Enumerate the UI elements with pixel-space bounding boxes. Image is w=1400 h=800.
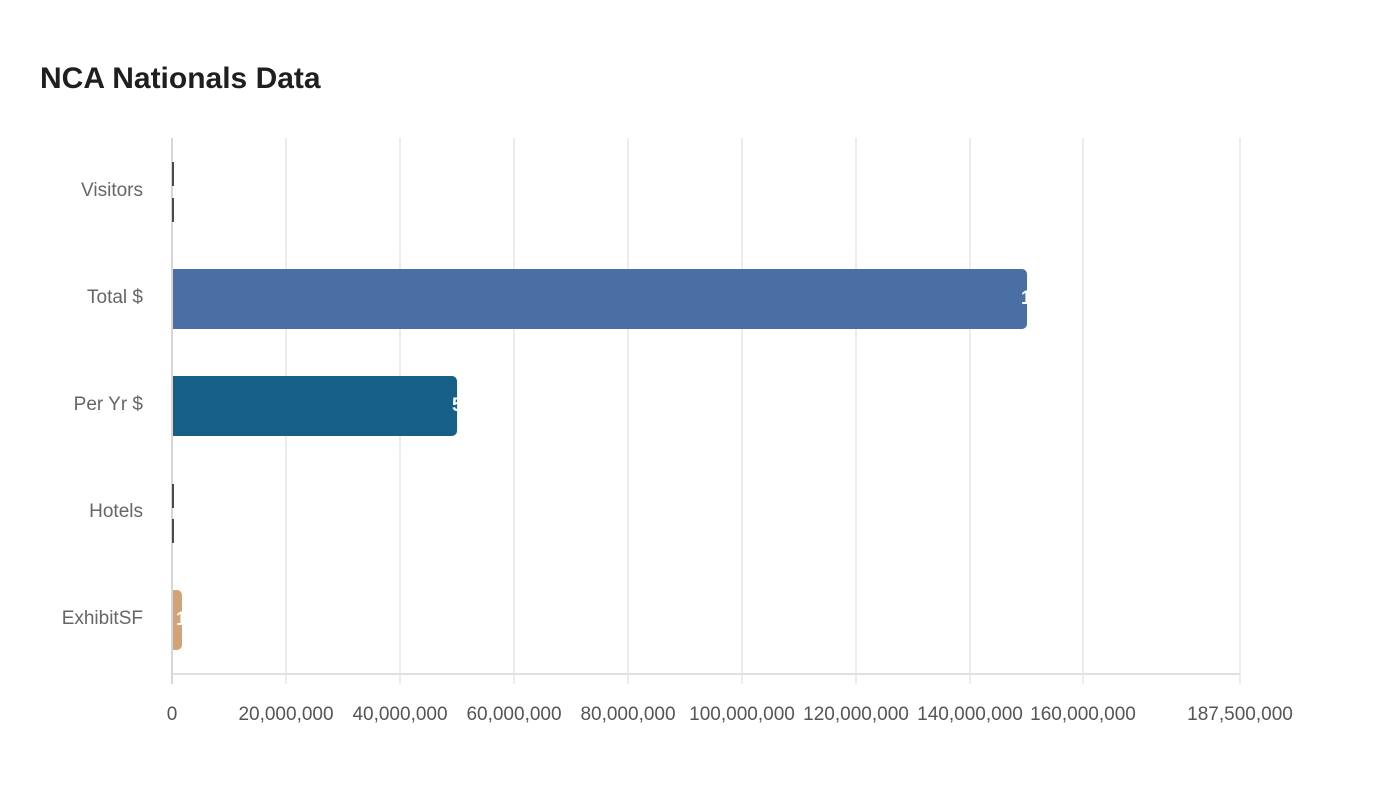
x-tick-label: 80,000,000 <box>580 704 676 725</box>
bar-value-label: 1 <box>1021 288 1027 309</box>
x-axis-line <box>172 673 1240 675</box>
category-label-exhibit-sf: ExhibitSF <box>61 608 143 629</box>
category-label-per-year: Per Yr $ <box>73 394 143 415</box>
x-tick-label: 120,000,000 <box>803 704 909 725</box>
gridline <box>1239 138 1241 684</box>
x-tick-label: 160,000,000 <box>1030 704 1136 725</box>
plot-area: 1 5 1 0 20,000,000 40,000,000 60,000,000… <box>167 138 1293 725</box>
bar-visitors-lower <box>172 198 174 222</box>
gridline <box>513 138 515 684</box>
category-label-visitors: Visitors <box>81 180 143 201</box>
bar-value-label: 5 <box>452 395 457 417</box>
bar-hotels-lower <box>172 519 174 543</box>
gridline <box>969 138 971 684</box>
category-label-total: Total $ <box>87 287 143 308</box>
x-tick-label: 140,000,000 <box>917 704 1023 725</box>
bar-total-dollars[interactable]: 1 <box>173 269 1027 329</box>
gridline <box>1082 138 1084 684</box>
x-tick-label: 40,000,000 <box>352 704 448 725</box>
x-tick-label: 0 <box>166 704 178 725</box>
x-tick-label: 187,500,000 <box>1187 704 1293 725</box>
bar-exhibit-sf[interactable]: 1 <box>173 590 182 650</box>
x-tick-label: 20,000,000 <box>238 704 334 725</box>
y-axis-line <box>171 138 173 684</box>
chart-title: NCA Nationals Data <box>40 62 321 95</box>
gridline <box>855 138 857 684</box>
bar-visitors[interactable] <box>172 162 174 186</box>
gridline <box>741 138 743 684</box>
bar-hotels[interactable] <box>172 484 174 508</box>
category-label-hotels: Hotels <box>89 501 143 522</box>
bar-per-year-dollars[interactable]: 5 <box>173 376 457 436</box>
bar-value-label: 1 <box>176 609 182 630</box>
gridline <box>627 138 629 684</box>
x-tick-label: 100,000,000 <box>689 704 795 725</box>
x-tick-label: 60,000,000 <box>466 704 562 725</box>
